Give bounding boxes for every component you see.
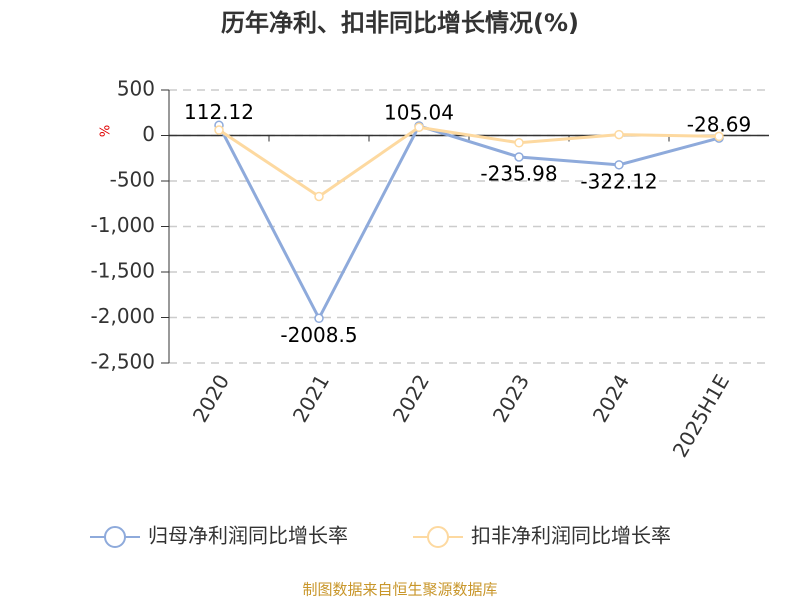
series-line: [218, 125, 720, 199]
y-tick-label: 0: [142, 122, 155, 146]
y-tick-label: -1,000: [91, 213, 155, 237]
data-label: 105.04: [384, 100, 454, 124]
legend-item: 扣非净利润同比增长率: [413, 524, 671, 548]
x-tick-label: 2022: [388, 370, 434, 426]
data-point: [714, 131, 724, 142]
y-tick-label: -2,000: [91, 304, 155, 328]
data-point: [514, 152, 524, 162]
legend-item: 归母净利润同比增长率: [90, 524, 348, 548]
data-point: [314, 191, 324, 202]
data-label: 112.12: [184, 100, 254, 124]
x-tick-label: 2024: [588, 370, 634, 426]
data-label: -322.12: [580, 169, 657, 193]
y-tick-label: -1,500: [91, 259, 155, 283]
x-tick-label: 2023: [488, 370, 534, 426]
y-axis-label: %: [99, 125, 114, 137]
data-label: -28.69: [687, 113, 751, 137]
y-tick-label: -2,500: [91, 350, 155, 374]
data-label: -235.98: [480, 161, 557, 185]
data-point: [614, 129, 624, 140]
chart-title: 历年净利、扣非同比增长情况(%): [221, 9, 579, 37]
data-label: -2008.5: [280, 323, 357, 347]
data-point: [514, 138, 524, 148]
x-tick-label: 2025H1E: [668, 370, 734, 461]
legend-label: 扣非净利润同比增长率: [471, 524, 671, 548]
legend-label: 归母净利润同比增长率: [148, 524, 348, 548]
data-point: [414, 122, 424, 133]
footer: 制图数据来自恒生聚源数据库: [302, 581, 497, 599]
series-line: [217, 124, 720, 322]
legend-marker: [427, 526, 449, 548]
data-point: [214, 125, 224, 135]
y-tick-label: 500: [117, 77, 155, 101]
data-point: [614, 160, 624, 170]
y-tick-label: -500: [110, 168, 155, 192]
x-tick-label: 2021: [288, 370, 334, 426]
data-point: [314, 313, 324, 324]
legend-marker: [104, 526, 126, 548]
x-tick-label: 2020: [188, 370, 234, 426]
